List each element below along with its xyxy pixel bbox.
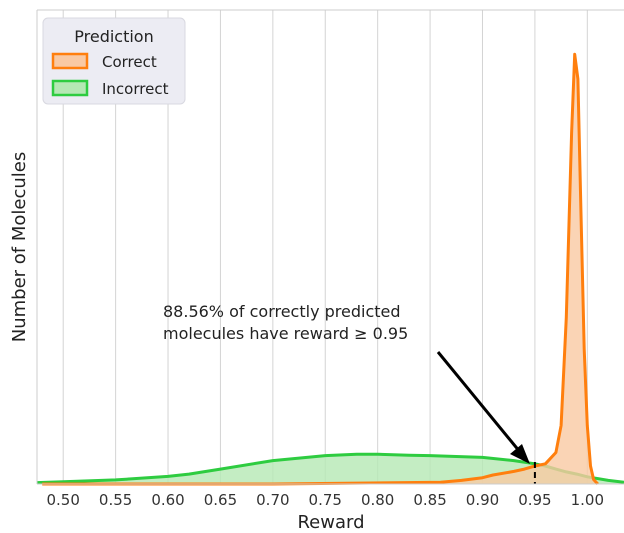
line-correct (42, 52, 599, 486)
annotation-line-1: 88.56% of correctly predicted (163, 302, 401, 321)
series-layer (36, 52, 624, 486)
x-tick-label: 0.50 (47, 491, 80, 509)
legend: Prediction Correct Incorrect (42, 17, 186, 105)
annotation-arrow-line (436, 351, 522, 453)
x-tick-label: 0.70 (256, 491, 289, 509)
legend-label-incorrect: Incorrect (102, 80, 169, 98)
y-axis-label: Number of Molecules (9, 152, 30, 342)
legend-swatch-incorrect (51, 79, 89, 97)
x-tick-label: 0.95 (518, 491, 551, 509)
x-tick-label: 1.00 (571, 491, 604, 509)
annotation-arrow-head (510, 444, 530, 464)
area-incorrect (37, 454, 624, 484)
x-tick-label: 0.85 (413, 491, 446, 509)
x-tick-label: 0.90 (466, 491, 499, 509)
x-tick-label: 0.75 (309, 491, 342, 509)
legend-swatch-correct (51, 52, 89, 70)
annotation-line-2: molecules have reward ≥ 0.95 (163, 324, 408, 343)
legend-title: Prediction (74, 27, 153, 46)
x-tick-label: 0.60 (151, 491, 184, 509)
x-axis-label: Reward (297, 512, 364, 533)
x-tick-labels: 0.50 0.55 0.60 0.65 0.70 0.75 0.80 0.85 0.90 0.95… (47, 491, 605, 509)
legend-label-correct: Correct (102, 53, 157, 71)
x-tick-label: 0.80 (361, 491, 394, 509)
x-tick-label: 0.55 (99, 491, 132, 509)
x-tick-label: 0.65 (204, 491, 237, 509)
annotation-arrow (436, 351, 530, 464)
